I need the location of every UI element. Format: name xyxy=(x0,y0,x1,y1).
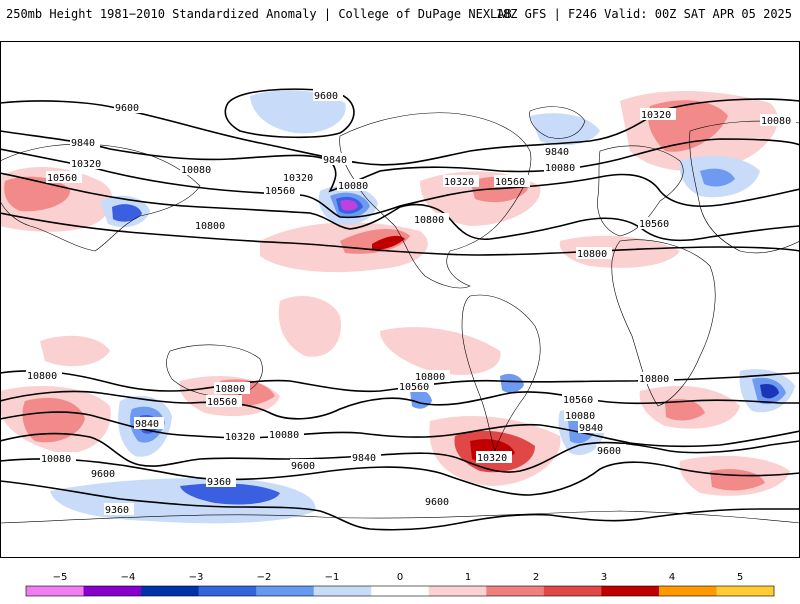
colorbar-bin xyxy=(486,586,545,596)
contour-label: 10800 xyxy=(27,371,57,382)
contour-label: 10080 xyxy=(761,116,791,127)
contour-label: 9360 xyxy=(105,505,129,516)
colorbar-tick: 5 xyxy=(737,572,743,583)
colorbar-bin xyxy=(141,586,200,596)
map-title: 250mb Height 1981−2010 Standardized Anom… xyxy=(6,7,512,21)
contour-label: 10800 xyxy=(577,249,607,260)
contour-label: 10080 xyxy=(181,165,211,176)
contour-label: 10800 xyxy=(639,374,669,385)
contour-label: 10320 xyxy=(641,110,671,121)
colorbar-tick: 2 xyxy=(533,572,539,583)
contour-label: 9840 xyxy=(135,419,159,430)
contour-label: 10320 xyxy=(225,432,255,443)
contour-label: 9600 xyxy=(91,469,115,480)
contour-label: 10560 xyxy=(639,219,669,230)
colorbar-bin xyxy=(716,586,775,596)
contour-label: 10080 xyxy=(545,163,575,174)
colorbar-bins xyxy=(26,586,775,596)
map-svg: 9600 9600 9840 9840 9840 10080 10080 100… xyxy=(0,41,800,558)
contour-label: 10560 xyxy=(495,177,525,188)
contour-label: 10320 xyxy=(477,453,507,464)
contour-label: 9600 xyxy=(425,497,449,508)
colorbar-bin xyxy=(658,586,717,596)
contour-label: 10560 xyxy=(47,173,77,184)
colorbar-tick: −4 xyxy=(121,572,136,583)
colorbar-frame xyxy=(25,585,775,597)
colorbar-tick: −2 xyxy=(257,572,272,583)
contour-label: 9360 xyxy=(207,477,231,488)
colorbar-tick: −5 xyxy=(53,572,68,583)
colorbar-bin xyxy=(543,586,602,596)
colorbar-tick: −1 xyxy=(325,572,340,583)
model-run-info: 18Z GFS | F246 Valid: 00Z SAT APR 05 202… xyxy=(495,7,792,21)
contour-label: 10560 xyxy=(207,397,237,408)
contour-label: 10080 xyxy=(338,181,368,192)
contour-label: 9600 xyxy=(314,91,338,102)
contour-label: 9840 xyxy=(323,155,347,166)
colorbar-tick: 4 xyxy=(669,572,675,583)
colorbar-bin xyxy=(26,586,85,596)
colorbar-tick-labels: −5 −4 −3 −2 −1 0 1 2 3 4 5 xyxy=(53,572,744,583)
contour-label: 9840 xyxy=(579,423,603,434)
contour-label: 9600 xyxy=(291,461,315,472)
contour-label: 10080 xyxy=(565,411,595,422)
contour-label: 10320 xyxy=(71,159,101,170)
contour-label: 9840 xyxy=(352,453,376,464)
colorbar: −5 −4 −3 −2 −1 0 1 2 3 4 5 xyxy=(0,570,800,600)
contour-label: 10560 xyxy=(563,395,593,406)
contour-label: 10800 xyxy=(195,221,225,232)
colorbar-svg: −5 −4 −3 −2 −1 0 1 2 3 4 5 xyxy=(25,572,775,597)
colorbar-bin xyxy=(371,586,430,596)
colorbar-bin xyxy=(256,586,315,596)
contour-label: 10320 xyxy=(283,173,313,184)
colorbar-tick: 1 xyxy=(465,572,471,583)
colorbar-bin xyxy=(601,586,660,596)
colorbar-bin xyxy=(83,586,142,596)
contour-label: 9600 xyxy=(597,446,621,457)
colorbar-tick: 3 xyxy=(601,572,607,583)
contour-label: 10800 xyxy=(215,384,245,395)
colorbar-bin xyxy=(428,586,487,596)
contour-label: 10080 xyxy=(41,454,71,465)
contour-label: 10560 xyxy=(399,382,429,393)
contour-label: 10320 xyxy=(444,177,474,188)
contour-label: 9600 xyxy=(115,103,139,114)
contour-label: 9840 xyxy=(545,147,569,158)
header: 250mb Height 1981−2010 Standardized Anom… xyxy=(0,0,800,32)
colorbar-tick: −3 xyxy=(189,572,204,583)
contour-label: 9840 xyxy=(71,138,95,149)
contour-label: 10080 xyxy=(269,430,299,441)
contour-labels: 9600 9600 9840 9840 9840 10080 10080 100… xyxy=(26,89,796,516)
contour-label: 10800 xyxy=(414,215,444,226)
colorbar-bin xyxy=(198,586,257,596)
contour-label: 10560 xyxy=(265,186,295,197)
contour-label: 10800 xyxy=(415,372,445,383)
colorbar-bin xyxy=(313,586,372,596)
colorbar-tick: 0 xyxy=(397,572,403,583)
anomaly-map: 9600 9600 9840 9840 9840 10080 10080 100… xyxy=(0,41,800,558)
